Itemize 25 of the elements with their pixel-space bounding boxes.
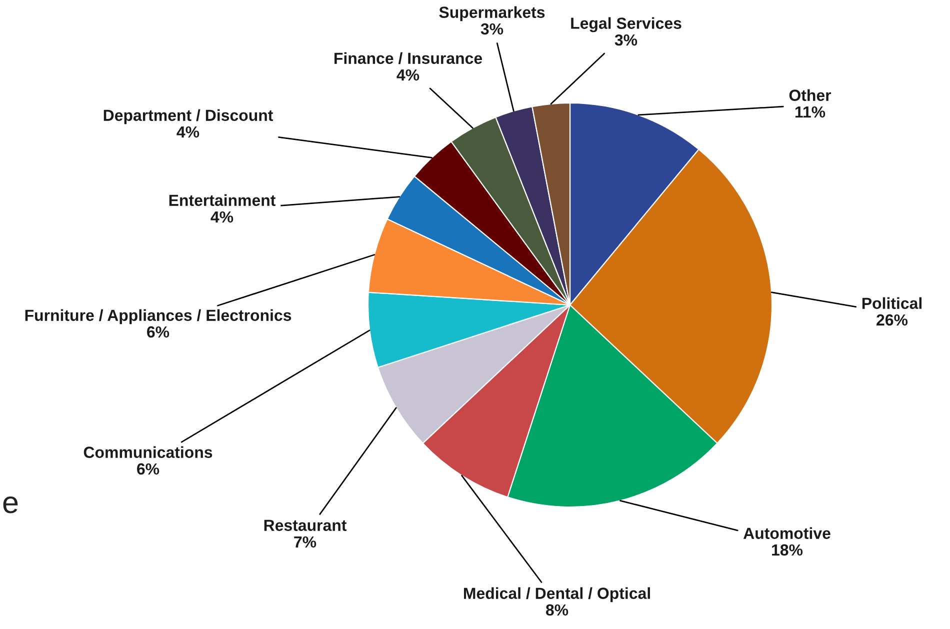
slice-label: Medical / Dental / Optical xyxy=(464,587,650,602)
data-label: 7% xyxy=(294,536,316,548)
data-label: 6% xyxy=(137,463,160,475)
data-label: 18% xyxy=(772,544,803,556)
slice-label: Political xyxy=(862,297,922,309)
data-label: 3% xyxy=(480,23,504,35)
slice-label: Legal Services xyxy=(571,17,682,32)
slice-label: Finance / Insurance xyxy=(334,52,482,64)
data-label: 6% xyxy=(147,326,170,338)
data-label: 4% xyxy=(176,126,200,138)
slice-label: Supermarkets xyxy=(439,6,545,22)
slice-label: Communications xyxy=(84,446,212,458)
slice-label: Other xyxy=(789,89,832,101)
data-label: 26% xyxy=(876,314,908,326)
slice-label: Department / Discount xyxy=(104,109,274,124)
slice-label: Furniture / Appliances / Electronics xyxy=(25,309,292,324)
text: e xyxy=(3,496,18,514)
slice-label: Entertainment xyxy=(169,194,276,206)
data-label: 3% xyxy=(614,34,638,46)
slice-label: Restaurant xyxy=(264,520,347,531)
data-label: 4% xyxy=(396,69,420,81)
data-label: 8% xyxy=(546,604,568,616)
data-label: 11% xyxy=(795,106,826,118)
slice-label: Automotive xyxy=(743,527,830,539)
data-label: 4% xyxy=(210,211,234,223)
